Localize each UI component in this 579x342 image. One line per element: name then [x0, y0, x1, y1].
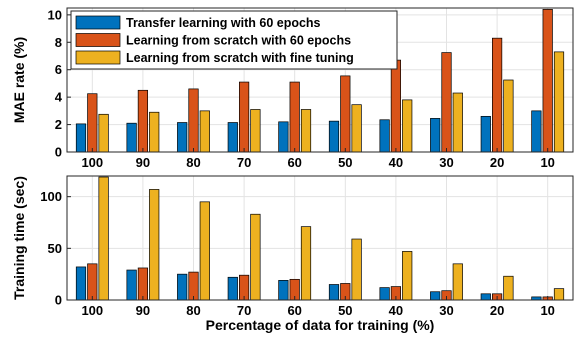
bar	[278, 121, 289, 153]
bar	[503, 79, 514, 153]
x-tick-label: 100	[81, 303, 103, 318]
x-tick-label: 60	[287, 155, 301, 170]
bar	[177, 273, 188, 301]
bar	[87, 93, 98, 153]
axes-box	[66, 175, 574, 301]
x-tick-label: 70	[237, 303, 251, 318]
bar	[199, 110, 210, 153]
x-tick-label: 50	[338, 303, 352, 318]
x-tick-label: 20	[490, 155, 504, 170]
bar	[98, 113, 109, 153]
bar	[227, 276, 238, 301]
x-tick-label: 40	[389, 303, 403, 318]
legend-label: Learning from scratch with 60 epochs	[126, 34, 351, 48]
y-tick-label: 0	[55, 145, 62, 160]
legend-swatch	[75, 15, 121, 30]
chart-mae-rate: 0 2 4 6 8 10 100 90 80 70 60 50 40 30 20 10 MAE rate (%)…	[11, 7, 574, 170]
bar	[87, 263, 98, 301]
bar	[250, 213, 261, 301]
bar	[328, 284, 340, 301]
bar	[390, 59, 401, 153]
x-tick-label: 80	[186, 303, 200, 318]
bar	[441, 52, 452, 153]
bar	[188, 271, 199, 301]
x-tick-label: 90	[136, 155, 150, 170]
bar	[199, 201, 210, 301]
bar	[340, 75, 351, 153]
x-tick-label: 20	[490, 303, 504, 318]
x-axis-label: Percentage of data for training (%)	[206, 317, 435, 333]
bar	[480, 293, 491, 301]
bar	[278, 280, 289, 301]
bar	[402, 99, 413, 153]
y-tick-label: 0	[55, 293, 62, 308]
y-tick-label: 4	[55, 90, 63, 105]
bar	[402, 251, 413, 301]
bar	[542, 9, 553, 153]
legend-swatch	[75, 50, 121, 65]
y-tick-label: 10	[48, 7, 62, 22]
bar	[75, 123, 87, 153]
bar	[553, 288, 565, 301]
bar	[503, 275, 514, 301]
x-tick-label: 40	[389, 155, 403, 170]
legend-label: Learning from scratch with fine tuning	[126, 51, 354, 65]
axes-box	[66, 7, 574, 153]
x-tick-label: 60	[287, 303, 301, 318]
bar	[300, 226, 312, 301]
bar	[351, 238, 362, 301]
bar	[126, 269, 137, 301]
bar	[75, 266, 87, 301]
bar	[149, 111, 160, 153]
bar	[379, 119, 390, 153]
legend: Transfer learning with 60 epochs Learning…	[70, 10, 398, 70]
x-tick-label: 10	[540, 303, 554, 318]
bar	[430, 118, 441, 153]
bar	[300, 109, 312, 153]
bar	[480, 115, 491, 153]
bar	[239, 81, 250, 153]
bar	[289, 81, 300, 153]
x-tick-label: 90	[136, 303, 150, 318]
bar	[553, 51, 565, 153]
bar	[177, 122, 188, 153]
x-tick-label: 30	[439, 155, 453, 170]
bar	[188, 88, 199, 153]
legend-label: Transfer learning with 60 epochs	[126, 16, 321, 30]
bar	[98, 176, 109, 301]
y-tick-label: 2	[55, 117, 62, 132]
legend-swatch	[75, 33, 121, 47]
x-tick-label: 80	[186, 155, 200, 170]
legend-box	[70, 10, 398, 70]
bar	[531, 110, 542, 153]
y-axis-label: Training time (sec)	[11, 176, 27, 300]
bar	[452, 92, 463, 153]
bar	[137, 267, 148, 301]
bar	[452, 263, 463, 301]
bar	[227, 122, 238, 153]
bar	[492, 37, 503, 153]
bar	[430, 291, 441, 301]
y-axis-label: MAE rate (%)	[11, 37, 27, 123]
x-tick-label: 50	[338, 155, 352, 170]
x-tick-label: 30	[439, 303, 453, 318]
bar	[126, 122, 137, 153]
y-tick-label: 50	[48, 241, 62, 256]
x-tick-label: 10	[540, 155, 554, 170]
y-tick-label: 100	[40, 189, 62, 204]
bar	[351, 104, 362, 153]
y-tick-label: 6	[55, 62, 62, 77]
chart-training-time: 0 50 100 100 90 80 70 60 50 40 30 20 10 Training time…	[11, 175, 574, 333]
bar	[379, 287, 390, 301]
bar	[250, 109, 261, 153]
x-tick-label: 100	[81, 155, 103, 170]
bar	[137, 89, 148, 153]
x-tick-label: 70	[237, 155, 251, 170]
bar	[149, 189, 160, 301]
bar	[328, 120, 340, 153]
y-tick-label: 8	[55, 35, 62, 50]
